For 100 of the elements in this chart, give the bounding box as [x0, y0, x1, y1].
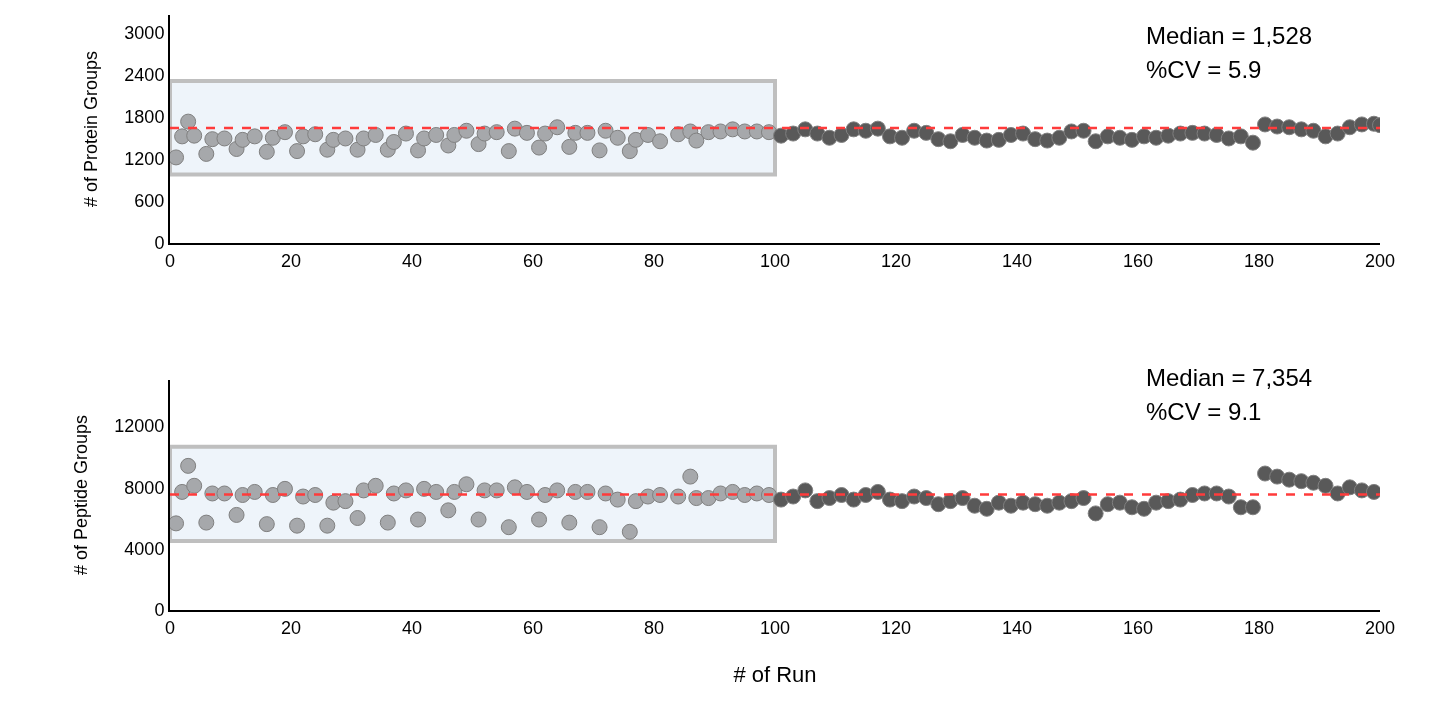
point: [591, 519, 608, 536]
point: [1075, 122, 1092, 139]
point: [186, 127, 203, 144]
point: [170, 515, 185, 532]
x-tick-label: 80: [643, 250, 665, 271]
point: [470, 511, 487, 528]
y-tick-label: 4000: [124, 538, 165, 559]
point: [397, 125, 414, 142]
point: [1244, 134, 1261, 151]
point: [549, 119, 566, 136]
y-tick-label: 1200: [124, 149, 165, 170]
point: [367, 477, 384, 494]
y-tick-label: 0: [154, 600, 165, 621]
point: [385, 133, 402, 150]
point: [180, 113, 197, 130]
point: [458, 122, 475, 139]
point: [276, 124, 293, 141]
annotation: Median = 7,354: [1146, 364, 1313, 391]
point: [307, 126, 324, 143]
point: [990, 131, 1007, 148]
point: [682, 468, 699, 485]
point: [228, 506, 245, 523]
point: [500, 519, 517, 536]
point: [198, 145, 215, 162]
x-tick-label: 120: [880, 250, 912, 271]
y-tick-label: 600: [134, 191, 165, 212]
x-tick-label: 160: [1122, 250, 1154, 271]
point: [246, 483, 263, 500]
x-tick-label: 100: [759, 250, 791, 271]
point: [1365, 483, 1380, 500]
point: [978, 500, 995, 517]
point: [355, 130, 372, 147]
point: [518, 483, 535, 500]
point: [652, 133, 669, 150]
point: [198, 514, 215, 531]
x-tick-label: 100: [759, 617, 791, 638]
point: [428, 126, 445, 143]
point: [1244, 499, 1261, 516]
point: [186, 477, 203, 494]
point: [246, 128, 263, 145]
point: [1329, 125, 1346, 142]
point: [428, 483, 445, 500]
point: [1232, 128, 1249, 145]
point: [180, 457, 197, 474]
point: [337, 493, 354, 510]
point: [410, 511, 427, 528]
y-axis-title: # of Protein Groups: [81, 50, 102, 208]
point: [561, 138, 578, 155]
point: [488, 124, 505, 141]
x-tick-label: 140: [1001, 250, 1033, 271]
point: [337, 130, 354, 147]
point: [688, 132, 705, 149]
x-tick-label: 40: [401, 250, 423, 271]
x-tick-label: 180: [1243, 250, 1275, 271]
x-tick-label: 180: [1243, 617, 1275, 638]
point: [264, 129, 281, 146]
annotation: %CV = 5.9: [1146, 56, 1262, 83]
point: [1087, 505, 1104, 522]
y-tick-label: 12000: [114, 416, 165, 437]
y-tick-label: 1800: [124, 107, 165, 128]
point: [1111, 494, 1128, 511]
point: [621, 523, 638, 540]
point: [1051, 129, 1068, 146]
point: [289, 517, 306, 534]
annotation: %CV = 9.1: [1146, 398, 1262, 425]
point: [440, 502, 457, 519]
x-axis-title: # of Run: [733, 662, 817, 687]
point: [216, 130, 233, 147]
x-tick-label: 160: [1122, 617, 1154, 638]
point: [591, 142, 608, 159]
point: [627, 493, 644, 510]
point: [1220, 488, 1237, 505]
x-tick-label: 200: [1364, 250, 1396, 271]
point: [1123, 131, 1140, 148]
point: [639, 126, 656, 143]
annotation: Median = 1,528: [1146, 22, 1313, 49]
x-tick-label: 200: [1364, 617, 1396, 638]
point: [561, 514, 578, 531]
point: [258, 516, 275, 533]
x-tick-label: 140: [1001, 617, 1033, 638]
point: [609, 491, 626, 508]
x-tick-label: 120: [880, 617, 912, 638]
point: [170, 149, 185, 166]
y-tick-label: 0: [154, 233, 165, 254]
point: [531, 139, 548, 156]
point: [609, 129, 626, 146]
point: [1075, 490, 1092, 507]
point: [379, 514, 396, 531]
point: [410, 142, 427, 159]
x-tick-label: 60: [522, 250, 544, 271]
point: [531, 511, 548, 528]
point: [458, 476, 475, 493]
point: [894, 129, 911, 146]
y-axis-title: # of Peptide Groups: [71, 414, 92, 576]
point: [367, 126, 384, 143]
point: [627, 131, 644, 148]
point: [349, 510, 366, 526]
point: [1136, 500, 1153, 517]
x-tick-label: 40: [401, 617, 423, 638]
point: [537, 125, 554, 142]
